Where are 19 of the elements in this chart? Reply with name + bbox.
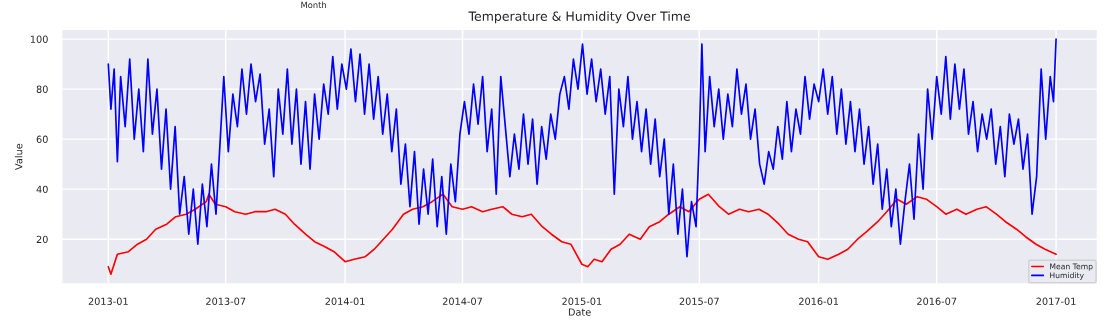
y-tick-label: 100 (30, 35, 48, 43)
y-tick-label: 20 (36, 235, 48, 244)
x-tick-label: 2013-01 (88, 297, 128, 305)
x-tick-label: 2016-01 (799, 297, 839, 305)
y-tick-label: 40 (36, 185, 48, 194)
x-tick-label: 2013-07 (206, 297, 246, 305)
x-tick-label: 2016-07 (917, 297, 957, 305)
x-tick-label: 2015-07 (679, 297, 719, 305)
y-tick-label: 60 (36, 135, 48, 143)
x-tick-label: 2015-01 (562, 297, 602, 305)
x-tick-label: 2014-07 (442, 297, 482, 305)
x-tick-label: 2017-01 (1036, 297, 1076, 305)
line-series (107, 38, 1057, 258)
x-axis-title: Date (568, 308, 591, 316)
text: Month (301, 1, 326, 9)
y-axis-title: Value (14, 143, 23, 170)
chart-title: Temperature & Humidity Over Time (468, 11, 691, 24)
x-tick-label: 2014-01 (325, 297, 365, 305)
y-tick-label: 80 (36, 85, 48, 93)
